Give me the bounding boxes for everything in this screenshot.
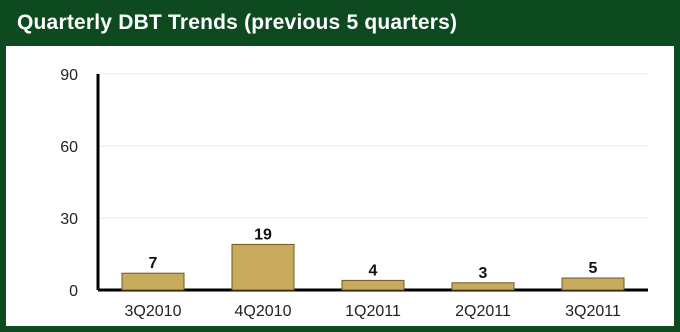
y-tick-label: 30 — [60, 211, 78, 228]
data-label: 7 — [149, 255, 158, 272]
chart-title: Quarterly DBT Trends (previous 5 quarter… — [0, 0, 680, 46]
x-tick-label: 3Q2011 — [565, 303, 621, 320]
x-tick-label: 2Q2011 — [455, 303, 511, 320]
x-tick-label: 4Q2010 — [235, 303, 292, 320]
bar — [121, 272, 185, 291]
y-tick-label: 60 — [60, 139, 78, 156]
data-label: 3 — [479, 265, 488, 282]
x-tick-label: 1Q2011 — [345, 303, 401, 320]
bar — [231, 243, 295, 291]
bar — [451, 282, 515, 291]
data-label: 5 — [589, 260, 598, 277]
bar — [341, 279, 405, 291]
chart-body: 0 30 60 90 7 3Q2010 19 4Q2010 4 1Q2011 3 2Q2011 5 3Q2… — [6, 46, 674, 326]
y-tick-label: 90 — [60, 67, 78, 84]
data-label: 4 — [369, 262, 378, 279]
data-label: 19 — [254, 226, 272, 243]
x-tick-label: 3Q2010 — [125, 303, 182, 320]
y-tick-label: 0 — [69, 283, 78, 300]
bar — [561, 277, 625, 291]
bar-chart: 0 30 60 90 7 3Q2010 19 4Q2010 4 1Q2011 3 2Q2011 5 3Q2… — [60, 67, 648, 320]
